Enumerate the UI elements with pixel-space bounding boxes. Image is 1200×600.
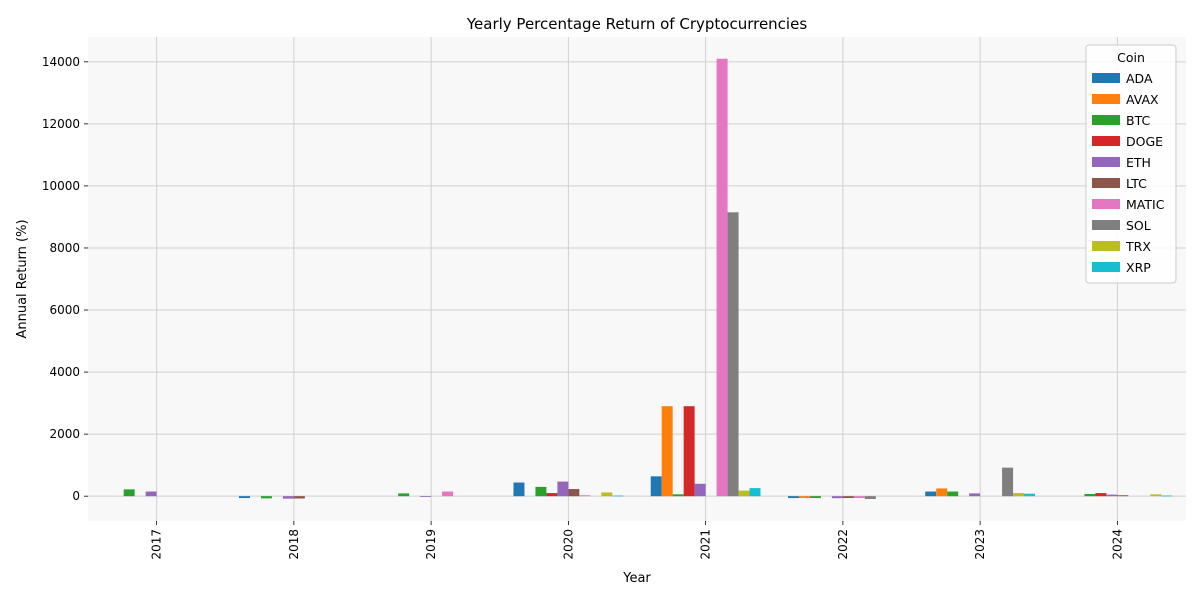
bar: [1013, 493, 1025, 497]
y-tick-label: 2000: [49, 427, 80, 441]
bar: [738, 490, 750, 497]
x-tick-label: 2018: [287, 529, 301, 560]
legend-swatch: [1092, 115, 1120, 125]
y-tick-label: 0: [72, 489, 80, 503]
legend-label: ADA: [1126, 71, 1153, 86]
bar: [260, 496, 272, 499]
bar: [1161, 495, 1173, 497]
bar: [1150, 494, 1162, 497]
y-tick-label: 14000: [42, 55, 80, 69]
bar: [442, 491, 454, 497]
bar: [546, 493, 558, 497]
legend-label: LTC: [1126, 176, 1147, 191]
legend-label: XRP: [1126, 260, 1151, 275]
legend-label: TRX: [1125, 239, 1151, 254]
bar: [936, 488, 948, 497]
bar: [1106, 494, 1118, 497]
y-tick-label: 6000: [49, 303, 80, 317]
bar: [601, 492, 613, 497]
bar: [947, 491, 959, 497]
legend-swatch: [1092, 262, 1120, 272]
bar: [787, 496, 799, 499]
legend-swatch: [1092, 157, 1120, 167]
bar: [282, 496, 294, 499]
x-axis-label: Year: [622, 571, 651, 586]
x-tick-label: 2019: [424, 529, 438, 560]
y-tick-label: 12000: [42, 117, 80, 131]
bar: [1002, 467, 1014, 497]
bars-layer: [123, 58, 1173, 499]
legend-swatch: [1092, 199, 1120, 209]
plot-area: [88, 37, 1186, 521]
legend-label: DOGE: [1126, 134, 1163, 149]
bar: [798, 496, 810, 499]
legend-swatch: [1092, 94, 1120, 104]
bar: [568, 489, 580, 497]
legend: Coin ADA AVAX BTC DOGE ETH LTC MATIC SOL TRX XRP: [1085, 44, 1177, 284]
y-tick-label: 10000: [42, 179, 80, 193]
bar: [853, 496, 865, 499]
x-tick-label: 2020: [561, 529, 575, 560]
bar: [579, 495, 591, 497]
legend-swatch: [1092, 73, 1120, 83]
x-tick-label: 2021: [699, 529, 713, 560]
bar: [727, 212, 739, 497]
y-tick-label: 4000: [49, 365, 80, 379]
bar: [145, 491, 157, 497]
bar: [809, 496, 821, 499]
bar: [123, 489, 135, 497]
y-axis-ticks: 0 2000 4000 6000 8000 10000 12000 14000: [42, 55, 88, 503]
legend-swatch: [1092, 220, 1120, 230]
x-tick-label: 2024: [1110, 529, 1124, 560]
bar: [557, 481, 569, 497]
bar: [1117, 495, 1129, 497]
bar: [716, 58, 728, 497]
bar: [694, 483, 706, 497]
bar: [749, 488, 761, 497]
legend-label: AVAX: [1126, 92, 1159, 107]
bar: [672, 494, 684, 497]
chart-title: Yearly Percentage Return of Cryptocurren…: [466, 15, 807, 33]
legend-title: Coin: [1117, 50, 1145, 65]
bar: [1095, 493, 1107, 497]
bar: [238, 496, 250, 499]
bar: [661, 406, 673, 497]
bar: [969, 493, 981, 497]
bar: [612, 495, 624, 497]
x-tick-label: 2017: [150, 529, 164, 560]
bar: [683, 406, 695, 497]
x-axis-ticks: 2017 2018 2019 2020 2021 2022 2023 2024: [150, 521, 1124, 560]
bar: [398, 493, 410, 497]
bar: [925, 491, 937, 497]
legend-label: ETH: [1126, 155, 1151, 170]
x-tick-label: 2023: [973, 529, 987, 560]
bar: [420, 496, 432, 497]
legend-label: BTC: [1126, 113, 1150, 128]
bar: [535, 486, 547, 497]
bar: [1084, 494, 1096, 497]
bar: [650, 476, 662, 497]
y-axis-label: Annual Return (%): [15, 219, 30, 338]
y-tick-label: 8000: [49, 241, 80, 255]
legend-label: MATIC: [1126, 197, 1165, 212]
legend-swatch: [1092, 178, 1120, 188]
x-tick-label: 2022: [836, 529, 850, 560]
bar: [842, 496, 854, 499]
legend-swatch: [1092, 136, 1120, 146]
bar: [1024, 493, 1036, 497]
legend-items: ADA AVAX BTC DOGE ETH LTC MATIC SOL TRX XRP: [1092, 71, 1165, 275]
bar: [293, 496, 305, 499]
bar: [513, 482, 525, 497]
bar: [831, 496, 843, 499]
bar: [864, 496, 876, 499]
legend-swatch: [1092, 241, 1120, 251]
legend-label: SOL: [1126, 218, 1151, 233]
